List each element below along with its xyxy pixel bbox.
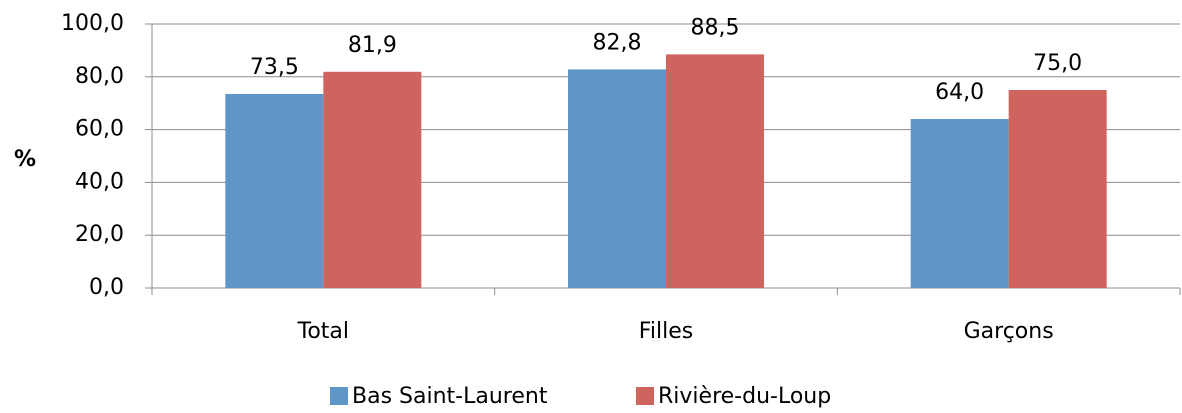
bar [1008,90,1107,288]
bar [323,71,422,288]
x-tick-label: Garçons [964,319,1054,344]
x-tick-label: Total [297,319,349,344]
data-label: 82,8 [593,30,642,55]
bar [225,93,324,289]
y-tick-label: 0,0 [89,275,124,300]
bar [666,54,764,288]
data-label: 64,0 [935,80,984,105]
data-label: 81,9 [348,33,397,58]
legend-label: Bas Saint-Laurent [352,384,548,409]
data-label: 75,0 [1033,51,1082,76]
y-tick-label: 100,0 [61,11,124,36]
y-tick-label: 40,0 [75,169,124,194]
y-tick-label: 60,0 [75,117,124,142]
bar [568,69,666,289]
data-label: 73,5 [250,55,299,80]
bar [910,119,1009,288]
x-tick-label: Filles [639,319,693,344]
data-label: 88,5 [691,15,740,40]
legend-swatch [636,387,654,405]
legend-label: Rivière-du-Loup [658,384,831,409]
legend-swatch [330,387,348,405]
y-axis-label: % [14,147,36,172]
y-tick-label: 20,0 [75,222,124,247]
y-tick-label: 80,0 [75,64,124,89]
